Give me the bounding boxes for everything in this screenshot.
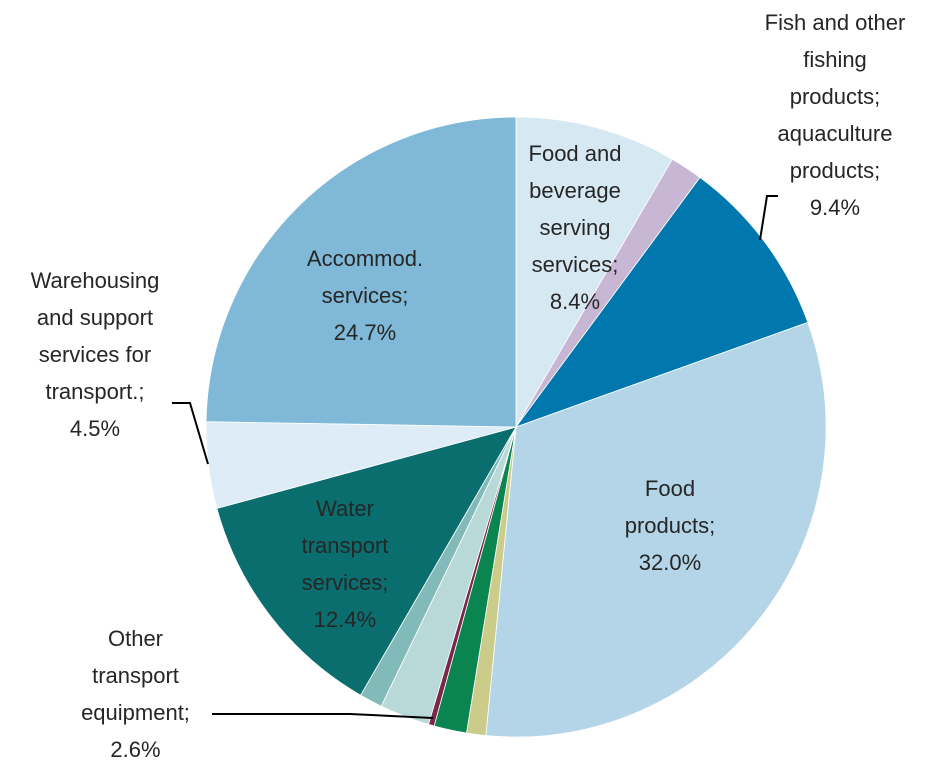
leader-line (212, 713, 434, 719)
pie-slice (485, 321, 827, 738)
pie-slice (205, 116, 517, 428)
value-label: 9.4% (809, 195, 861, 220)
value-label: 24.7% (333, 320, 397, 345)
pie-slice (514, 176, 809, 428)
category-label: Accommod. services; (306, 246, 424, 308)
slice-label: Other transport equipment; 2.6% (78, 620, 193, 761)
value-label: 4.5% (69, 416, 121, 441)
value-label: 32.0% (638, 550, 702, 575)
value-label: 8.4% (549, 289, 601, 314)
leader-line (759, 195, 778, 241)
category-label: Warehousing and support services for tra… (30, 268, 160, 404)
slice-label: Fish and other fishing products; aquacul… (760, 4, 910, 226)
category-label: Food products; (624, 476, 716, 538)
pie-slice (216, 426, 517, 696)
pie-slice (515, 116, 673, 429)
category-label: Fish and other fishing products; aquacul… (764, 10, 906, 183)
category-label: Food and beverage serving services; (528, 141, 622, 277)
slice-label: Water transport services; 12.4% (290, 490, 400, 638)
slice-label: Warehousing and support services for tra… (10, 262, 180, 447)
slice-label: Accommod. services; 24.7% (300, 240, 430, 351)
value-label: 12.4% (313, 607, 377, 632)
slice-label: Food and beverage serving services; 8.4% (510, 135, 640, 320)
category-label: Water transport services; (301, 496, 389, 595)
slice-label: Food products; 32.0% (615, 470, 725, 581)
leader-line (172, 402, 209, 465)
value-label: 2.6% (110, 737, 161, 761)
category-label: Other transport equipment; (81, 626, 190, 725)
